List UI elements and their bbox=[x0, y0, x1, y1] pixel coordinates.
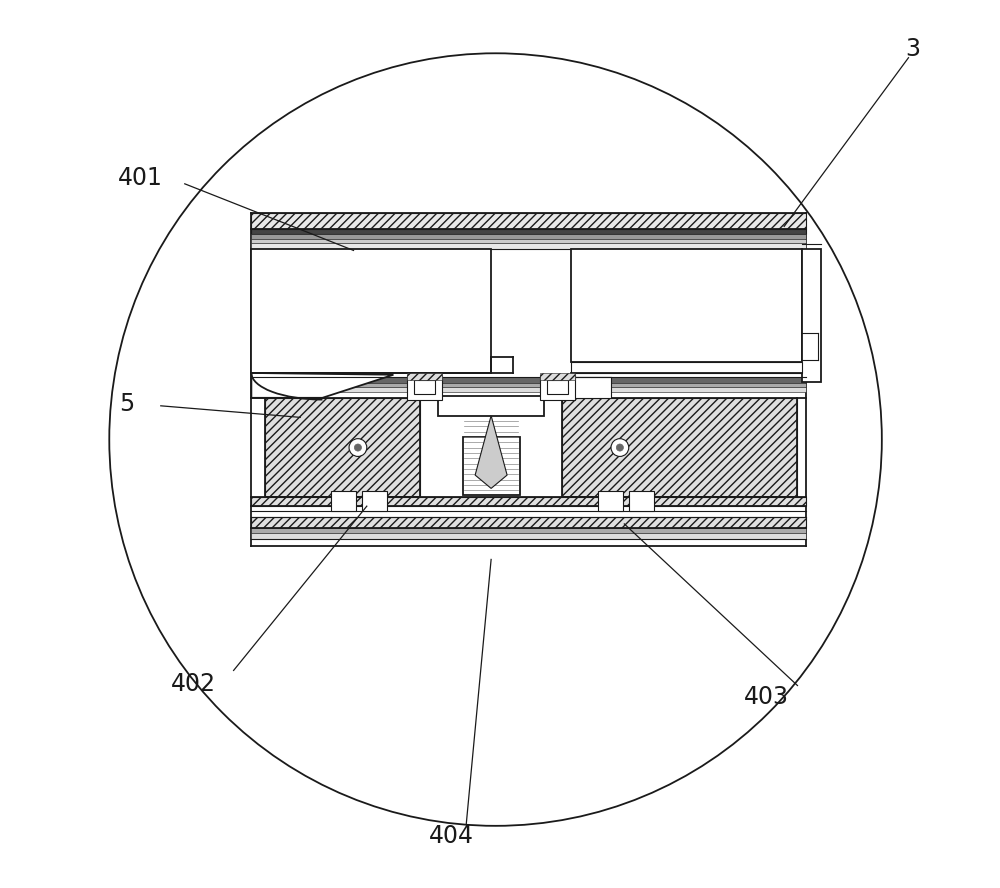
Bar bbox=[251, 377, 806, 383]
Bar bbox=[802, 249, 821, 382]
Bar bbox=[251, 243, 806, 249]
Text: 404: 404 bbox=[429, 824, 474, 849]
Bar bbox=[438, 396, 544, 416]
Bar bbox=[562, 377, 611, 398]
Bar bbox=[251, 239, 806, 243]
Text: 402: 402 bbox=[171, 671, 216, 696]
Bar bbox=[251, 383, 806, 387]
Text: 5: 5 bbox=[119, 392, 135, 416]
Bar bbox=[362, 491, 387, 511]
Bar bbox=[407, 373, 442, 380]
Circle shape bbox=[349, 439, 367, 456]
Bar bbox=[571, 362, 802, 373]
Polygon shape bbox=[475, 416, 507, 488]
Bar bbox=[540, 373, 575, 380]
Bar bbox=[251, 229, 806, 234]
Bar bbox=[407, 375, 442, 400]
Polygon shape bbox=[251, 373, 393, 398]
Circle shape bbox=[611, 439, 629, 456]
Text: 403: 403 bbox=[744, 685, 789, 710]
Bar bbox=[251, 213, 806, 229]
Bar bbox=[463, 437, 520, 495]
Circle shape bbox=[616, 444, 623, 451]
Bar bbox=[251, 528, 806, 533]
Bar bbox=[251, 249, 491, 373]
Bar bbox=[251, 497, 806, 506]
Bar bbox=[331, 491, 356, 511]
Bar bbox=[562, 398, 797, 497]
Text: 401: 401 bbox=[118, 165, 163, 190]
Bar bbox=[598, 491, 623, 511]
Bar bbox=[547, 380, 568, 394]
Circle shape bbox=[109, 53, 882, 826]
Bar bbox=[251, 387, 806, 392]
Bar bbox=[629, 491, 654, 511]
Bar bbox=[251, 234, 806, 239]
Bar bbox=[265, 398, 420, 497]
Text: 3: 3 bbox=[905, 36, 920, 61]
Bar bbox=[571, 249, 802, 362]
Bar bbox=[540, 375, 575, 400]
Bar bbox=[251, 533, 806, 539]
Bar bbox=[251, 517, 806, 528]
Circle shape bbox=[354, 444, 361, 451]
Bar bbox=[414, 380, 435, 394]
